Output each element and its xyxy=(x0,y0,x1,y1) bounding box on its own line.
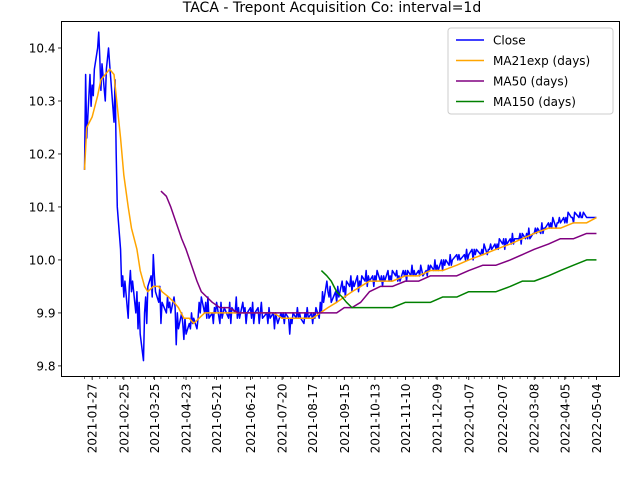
x-tick-label-2: 2021-03-25 xyxy=(148,384,162,454)
legend-box xyxy=(447,27,614,115)
x-axis: 2021-01-27 2021-02-25 2021-03-25 2021-04-23… xyxy=(84,376,604,454)
legend-label-1: MA21exp (days) xyxy=(493,54,590,68)
plot-lines xyxy=(83,31,597,362)
x-tick-label-7: 2021-08-17 xyxy=(306,384,320,454)
x-tick-label-10: 2021-11-10 xyxy=(399,384,413,454)
y-tick-label-1: 9.9 xyxy=(36,306,55,320)
x-tick-label-8: 2021-09-15 xyxy=(338,384,352,454)
series-line-2 xyxy=(160,190,597,314)
y-tick-label-3: 10.1 xyxy=(29,200,56,214)
y-tick-label-5: 10.3 xyxy=(29,94,56,108)
legend-label-3: MA150 (days) xyxy=(493,95,576,109)
x-tick-label-5: 2021-06-21 xyxy=(244,384,258,454)
x-tick-label-0: 2021-01-27 xyxy=(86,384,100,454)
legend-label-0: Close xyxy=(493,34,526,48)
x-tick-label-3: 2021-04-23 xyxy=(180,384,194,454)
x-tick-label-9: 2021-10-13 xyxy=(368,384,382,454)
chart-title: TACA - Trepont Acquisition Co: interval=… xyxy=(182,0,481,16)
series-line-3 xyxy=(320,259,597,309)
x-tick-label-13: 2022-02-07 xyxy=(496,384,510,454)
y-tick-label-0: 9.8 xyxy=(36,359,55,373)
x-tick-label-4: 2021-05-21 xyxy=(210,384,224,454)
plot-frame xyxy=(61,21,620,377)
y-tick-label-6: 10.4 xyxy=(29,41,56,55)
x-tick-label-16: 2022-05-04 xyxy=(590,384,604,454)
y-tick-label-2: 10.0 xyxy=(29,253,56,267)
x-tick-label-1: 2021-02-25 xyxy=(117,384,131,454)
x-tick-label-11: 2021-12-09 xyxy=(431,384,445,454)
x-tick-label-15: 2022-04-05 xyxy=(558,384,572,454)
y-axis: 9.8 9.9 10.0 10.1 10.2 10.3 10.4 xyxy=(29,41,62,373)
x-tick-label-14: 2022-03-08 xyxy=(528,384,542,454)
x-tick-label-12: 2022-01-07 xyxy=(462,383,476,453)
y-tick-label-4: 10.2 xyxy=(29,147,56,161)
legend: Close MA21exp (days) MA50 (days) MA150 (day… xyxy=(447,27,614,115)
legend-label-2: MA50 (days) xyxy=(493,75,568,89)
x-tick-label-6: 2021-07-20 xyxy=(276,384,290,454)
